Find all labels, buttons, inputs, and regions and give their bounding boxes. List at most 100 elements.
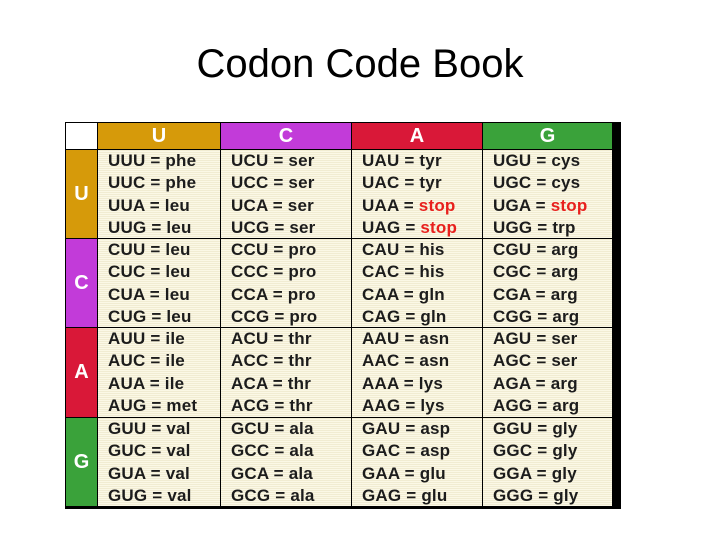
- codon-label: AGA: [493, 373, 531, 393]
- amino-acid-label: cys: [551, 173, 581, 193]
- page-title: Codon Code Book: [196, 42, 524, 86]
- codon-cell: UAU = tyr UAC = tyr UAA = stop UAG = stop: [352, 150, 482, 238]
- equals-sign: =: [145, 240, 166, 259]
- equals-sign: =: [531, 463, 552, 483]
- equals-sign: =: [533, 485, 554, 505]
- amino-acid-label: gly: [553, 485, 579, 505]
- codon-label: ACG: [231, 395, 270, 415]
- amino-acid-label: ser: [551, 351, 578, 371]
- codon-cell: CCU = pro CCC = pro CCA = pro CCG = pro: [221, 239, 351, 327]
- codon-label: GAC: [362, 441, 401, 461]
- codon-entry: UUA = leu: [108, 195, 190, 217]
- codon-entry: UGU = cys: [493, 150, 580, 172]
- amino-acid-label: ala: [290, 485, 315, 505]
- equals-sign: =: [146, 395, 167, 415]
- codon-cell: AGU = ser AGC = ser AGA = arg AGG = arg: [483, 328, 612, 417]
- codon-cell: AAU = asn AAC = asn AAA = lys AAG = lys: [352, 328, 482, 417]
- amino-acid-label: phe: [165, 173, 197, 193]
- codon-table: U C A G U UUU = phe UUC = phe UUA = leu UUG = le…: [65, 122, 621, 509]
- equals-sign: =: [532, 395, 553, 415]
- codon-entry: CGA = arg: [493, 284, 578, 306]
- equals-sign: =: [145, 329, 166, 348]
- equals-sign: =: [532, 419, 553, 438]
- codon-label: CUU: [108, 240, 146, 259]
- codon-label: AAU: [362, 329, 400, 348]
- equals-sign: =: [270, 485, 291, 505]
- codon-label: GCU: [231, 419, 270, 438]
- codon-label: AUC: [108, 351, 146, 371]
- codon-label: UAG: [362, 217, 401, 237]
- codon-entry: ACC = thr: [231, 350, 312, 372]
- codon-entry: GCA = ala: [231, 463, 313, 485]
- equals-sign: =: [399, 329, 420, 348]
- codon-label: AAG: [362, 395, 401, 415]
- codon-entry: AUU = ile: [108, 328, 185, 350]
- equals-sign: =: [401, 485, 422, 505]
- equals-sign: =: [531, 329, 552, 348]
- amino-acid-label: leu: [165, 240, 191, 259]
- amino-acid-label: gly: [552, 419, 578, 438]
- amino-acid-label: leu: [165, 262, 191, 282]
- codon-label: UCC: [231, 173, 269, 193]
- codon-entry: CAC = his: [362, 261, 445, 283]
- codon-cell: UUU = phe UUC = phe UUA = leu UUG = leu: [98, 150, 220, 238]
- equals-sign: =: [147, 485, 168, 505]
- amino-acid-label: trp: [552, 217, 576, 237]
- codon-label: CAC: [362, 262, 400, 282]
- equals-sign: =: [532, 441, 553, 461]
- codon-label: ACU: [231, 329, 269, 348]
- codon-entry: CUU = leu: [108, 239, 191, 261]
- amino-acid-label: ala: [289, 419, 314, 438]
- equals-sign: =: [530, 373, 551, 393]
- codon-entry: CAA = gln: [362, 284, 445, 306]
- amino-acid-label: ser: [289, 217, 316, 237]
- codon-entry: GGU = gly: [493, 418, 577, 440]
- codon-entry: CAG = gln: [362, 306, 446, 328]
- codon-entry: CGG = arg: [493, 306, 579, 328]
- codon-label: AAA: [362, 373, 399, 393]
- amino-acid-label: met: [166, 395, 198, 415]
- equals-sign: =: [269, 441, 290, 461]
- codon-entry: AUA = ile: [108, 373, 184, 395]
- codon-label: UGU: [493, 151, 532, 170]
- equals-sign: =: [144, 373, 165, 393]
- codon-label: GUG: [108, 485, 148, 505]
- equals-sign: =: [144, 284, 165, 304]
- codon-entry: UCU = ser: [231, 150, 315, 172]
- codon-entry: ACG = thr: [231, 395, 313, 417]
- amino-acid-label: thr: [288, 329, 312, 348]
- amino-acid-label: arg: [552, 306, 580, 326]
- equals-sign: =: [400, 306, 421, 326]
- amino-acid-label: ser: [288, 173, 315, 193]
- codon-label: GUC: [108, 441, 147, 461]
- codon-entry: GUC = val: [108, 440, 191, 462]
- codon-cell: GAU = asp GAC = asp GAA = glu GAG = glu: [352, 418, 482, 506]
- codon-label: GUA: [108, 463, 146, 483]
- codon-label: AAC: [362, 351, 400, 371]
- codon-label: CCA: [231, 284, 268, 304]
- amino-acid-label: gln: [420, 306, 447, 326]
- amino-acid-label: lys: [420, 395, 445, 415]
- amino-acid-label: thr: [289, 395, 313, 415]
- codon-label: UCU: [231, 151, 269, 170]
- codon-label: CAU: [362, 240, 400, 259]
- amino-acid-label: leu: [164, 195, 190, 215]
- equals-sign: =: [269, 217, 290, 237]
- amino-acid-label: pro: [289, 306, 318, 326]
- codon-entry: AGU = ser: [493, 328, 578, 350]
- codon-label: CUG: [108, 306, 147, 326]
- equals-sign: =: [399, 351, 420, 371]
- codon-label: UUC: [108, 173, 146, 193]
- row-header-u: U: [66, 150, 97, 238]
- amino-acid-label: leu: [166, 217, 192, 237]
- amino-acid-label: ala: [289, 441, 314, 461]
- codon-cell: ACU = thr ACC = thr ACA = thr ACG = thr: [221, 328, 351, 417]
- codon-cell: CAU = his CAC = his CAA = gln CAG = gln: [352, 239, 482, 327]
- equals-sign: =: [145, 351, 166, 371]
- codon-label: CCC: [231, 262, 269, 282]
- amino-acid-label: asn: [419, 329, 450, 348]
- equals-sign: =: [268, 262, 289, 282]
- codon-label: GGC: [493, 441, 533, 461]
- codon-label: AUU: [108, 329, 146, 348]
- codon-cell: CUU = leu CUC = leu CUA = leu CUG = leu: [98, 239, 220, 327]
